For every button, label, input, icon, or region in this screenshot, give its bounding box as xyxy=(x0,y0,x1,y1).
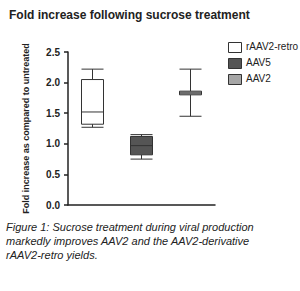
svg-text:AAV2: AAV2 xyxy=(246,73,271,84)
svg-text:0.0: 0.0 xyxy=(46,200,60,211)
svg-text:1.0: 1.0 xyxy=(46,138,60,149)
svg-text:Fold increase following sucros: Fold increase following sucrose treatmen… xyxy=(9,8,250,22)
svg-text:Fold increase as compared to u: Fold increase as compared to untreated xyxy=(21,43,31,214)
svg-text:rAAV2-retro: rAAV2-retro xyxy=(246,41,298,52)
svg-text:1.5: 1.5 xyxy=(46,108,60,119)
svg-text:AAV5: AAV5 xyxy=(246,57,271,68)
svg-text:0.5: 0.5 xyxy=(46,169,60,180)
svg-text:2.0: 2.0 xyxy=(46,77,60,88)
svg-text:2.5: 2.5 xyxy=(46,47,60,58)
html-text:Figure 1: Sucrose treatment du: Figure 1: Sucrose treatment during viral… xyxy=(6,221,254,261)
